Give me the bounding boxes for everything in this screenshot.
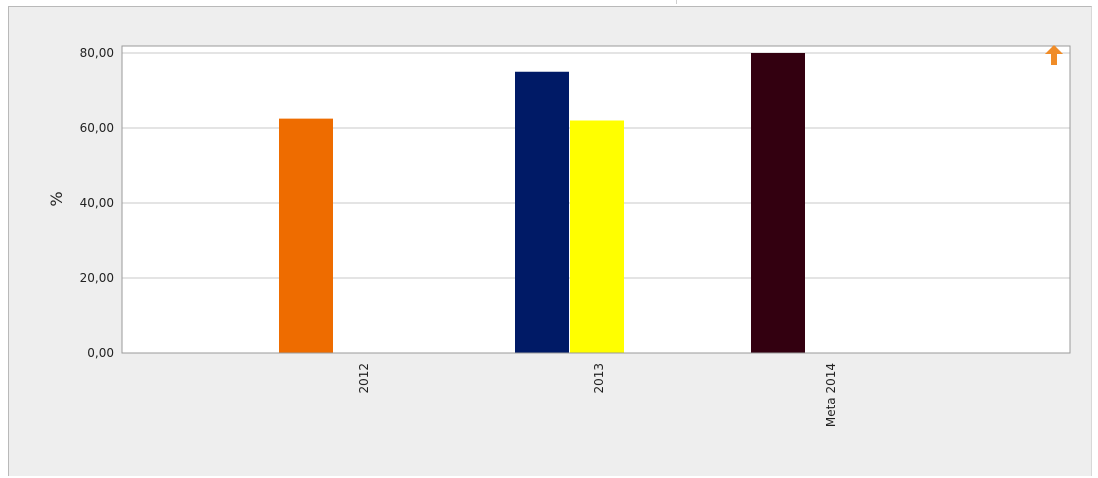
x-tick-labels: 2012 2013 Meta 2014 [357, 363, 838, 427]
bar-meta-2014-3 [751, 53, 805, 353]
bar-2012-0 [279, 118, 333, 353]
plot-frame [121, 45, 1071, 354]
y-tick-label: 20,00 [80, 271, 114, 285]
top-border [8, 0, 1092, 6]
y-axis-title: % [47, 191, 66, 206]
y-tick-label: 60,00 [80, 121, 114, 135]
up-arrow-icon[interactable] [1045, 45, 1063, 65]
y-tick-label: 40,00 [80, 196, 114, 210]
x-tick-label: Meta 2014 [824, 363, 838, 427]
bars [279, 53, 805, 353]
x-tick-label: 2013 [592, 363, 606, 394]
x-tick-label: 2012 [357, 363, 371, 394]
y-tick-label: 80,00 [80, 46, 114, 60]
bar-2013-1 [515, 71, 569, 353]
y-tick-label: 0,00 [87, 346, 114, 360]
y-tick-labels: 0,00 20,00 40,00 60,00 80,00 [80, 46, 114, 360]
bar-2013-2 [570, 120, 624, 353]
tab-divider [676, 0, 677, 4]
